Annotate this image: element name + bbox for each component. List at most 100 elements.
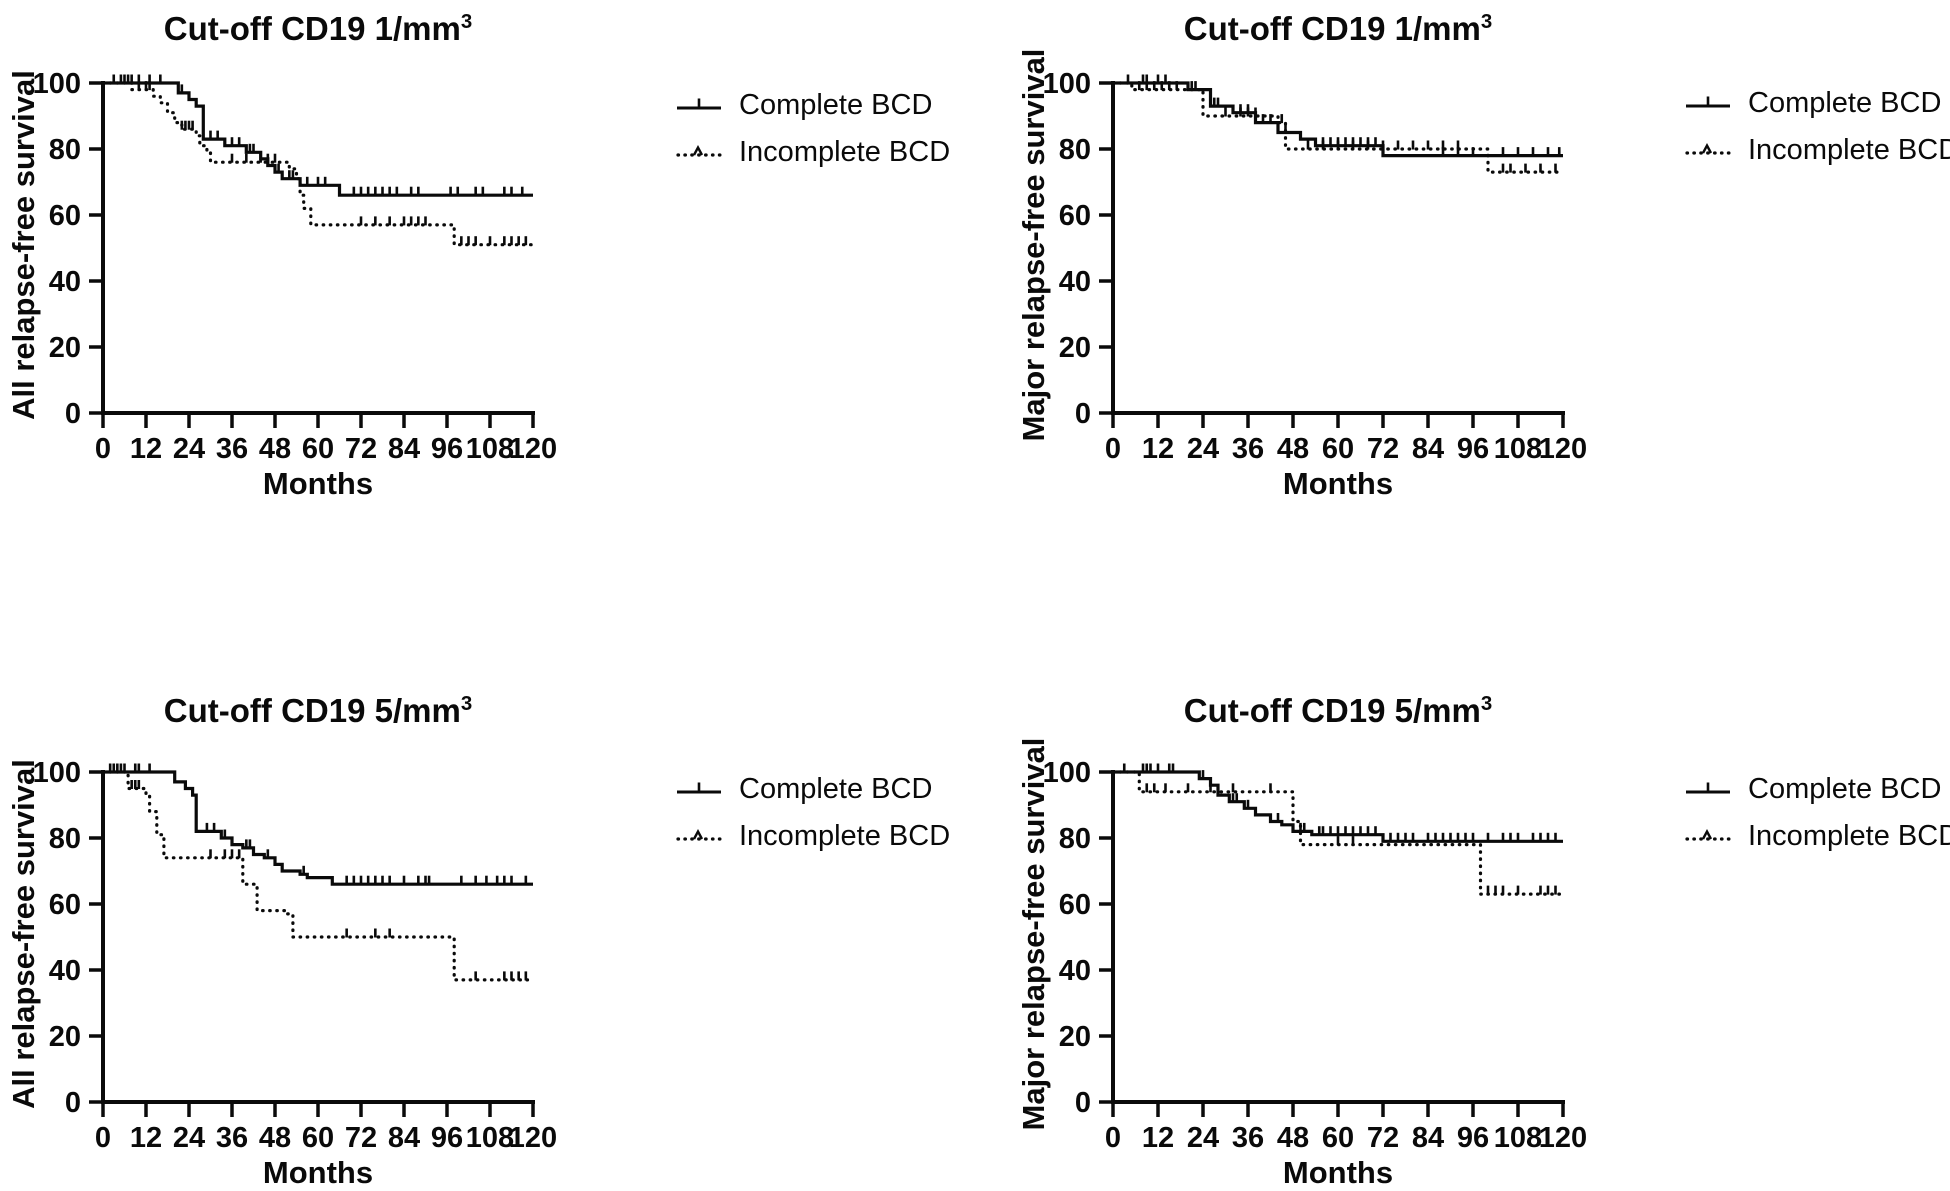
solid-line-icon [677,98,721,109]
incomplete-bcd-curve [1111,770,1565,896]
legend-row-incomplete: Incomplete BCD [676,129,950,176]
panel-title-superscript: 3 [460,10,473,33]
y-tick-label: 100 [1043,68,1091,100]
y-tick-label: 100 [33,68,81,100]
x-tick-label: 48 [259,1122,291,1154]
y-tick-label: 60 [1059,200,1091,232]
solid-line-icon [1686,782,1730,793]
y-tick-label: 80 [1059,823,1091,855]
x-tick-label: 36 [216,433,248,465]
complete-bcd-curve [1113,81,1563,158]
y-axis-title: Major relapse-free survival [1016,737,1051,1131]
x-tick-label: 12 [1142,1122,1174,1154]
x-tick-label: 120 [1539,1122,1587,1154]
panel-title-text: Cut-off CD19 5/mm [1183,692,1481,729]
x-tick-label: 60 [1322,433,1354,465]
x-tick-label: 96 [431,1122,463,1154]
x-tick-label: 24 [173,1122,205,1154]
legend-row-incomplete: Incomplete BCD [1685,127,1950,174]
x-tick-label: 24 [1187,433,1219,465]
y-axis-title: Major relapse-free survival [1016,48,1051,442]
incomplete-bcd-curve [1111,81,1565,174]
y-tick-label: 40 [1059,955,1091,987]
x-tick-label: 12 [1142,433,1174,465]
legend-row-incomplete: Incomplete BCD [676,813,950,860]
y-tick-label: 20 [49,1021,81,1053]
legend-row-complete: Complete BCD [676,766,950,813]
x-tick-label: 96 [1457,1122,1489,1154]
y-tick-label: 20 [1059,1021,1091,1053]
dotted-line-icon [676,828,722,841]
legend: Complete BCD Incomplete BCD [676,766,950,860]
legend-label-incomplete: Incomplete BCD [739,820,951,852]
x-tick-label: 120 [509,433,557,465]
solid-line-icon [1686,96,1730,107]
y-tick-label: 100 [1043,757,1091,789]
panel-title-text: Cut-off CD19 5/mm [163,692,461,729]
legend-label-complete: Complete BCD [739,89,933,121]
y-axis-title: All relapse-free survival [6,759,41,1109]
x-tick-label: 36 [1232,1122,1264,1154]
dotted-line-icon [1685,828,1731,841]
panel-title: Cut-off CD19 1/mm3 [58,10,578,48]
y-tick-label: 40 [49,266,81,298]
panel-title: Cut-off CD19 5/mm3 [1078,692,1598,730]
panel-title-superscript: 3 [460,692,473,715]
panel-title: Cut-off CD19 1/mm3 [1078,10,1598,48]
x-tick-label: 0 [95,1122,111,1154]
x-tick-label: 60 [1322,1122,1354,1154]
legend: Complete BCD Incomplete BCD [1685,80,1950,174]
panel-title-superscript: 3 [1480,692,1493,715]
x-tick-label: 0 [1105,1122,1121,1154]
y-tick-label: 60 [1059,889,1091,921]
complete-bcd-curve [103,770,533,886]
legend-row-complete: Complete BCD [1685,80,1950,127]
x-tick-label: 0 [1105,433,1121,465]
x-tick-label: 84 [1412,433,1444,465]
panel-title: Cut-off CD19 5/mm3 [58,692,578,730]
legend-row-complete: Complete BCD [676,82,950,129]
y-tick-label: 100 [33,757,81,789]
y-tick-label: 80 [1059,134,1091,166]
x-tick-label: 84 [1412,1122,1444,1154]
x-axis-title: Months [1282,466,1394,501]
incomplete-bcd-curve [101,770,535,982]
x-tick-label: 72 [1367,433,1399,465]
y-axis-title: All relapse-free survival [6,70,41,420]
solid-line-icon [677,782,721,793]
legend-label-incomplete: Incomplete BCD [1748,820,1950,852]
legend-label-complete: Complete BCD [1748,773,1942,805]
panel-title-superscript: 3 [1480,10,1493,33]
y-tick-label: 40 [49,955,81,987]
legend-label-incomplete: Incomplete BCD [1748,134,1950,166]
y-tick-label: 20 [1059,332,1091,364]
legend-label-complete: Complete BCD [1748,87,1942,119]
x-tick-label: 60 [302,1122,334,1154]
x-tick-label: 24 [173,433,205,465]
dotted-line-icon [1685,142,1731,155]
x-tick-label: 72 [345,433,377,465]
y-tick-label: 80 [49,134,81,166]
legend-row-incomplete: Incomplete BCD [1685,813,1950,860]
x-tick-label: 0 [95,433,111,465]
legend-label-incomplete: Incomplete BCD [739,136,951,168]
y-tick-label: 20 [49,332,81,364]
dotted-line-icon [676,144,722,157]
y-tick-label: 40 [1059,266,1091,298]
panel-title-text: Cut-off CD19 1/mm [1183,10,1481,47]
x-tick-label: 120 [1539,433,1587,465]
x-axis-title: Months [262,1155,374,1190]
incomplete-bcd-curve [101,81,535,247]
y-tick-label: 0 [1075,398,1091,430]
x-tick-label: 96 [431,433,463,465]
x-tick-label: 96 [1457,433,1489,465]
x-tick-label: 72 [1367,1122,1399,1154]
x-axis-title: Months [1282,1155,1394,1190]
x-tick-label: 108 [466,433,514,465]
x-tick-label: 84 [388,433,420,465]
x-tick-label: 36 [216,1122,248,1154]
legend-label-complete: Complete BCD [739,773,933,805]
x-tick-label: 108 [1494,433,1542,465]
